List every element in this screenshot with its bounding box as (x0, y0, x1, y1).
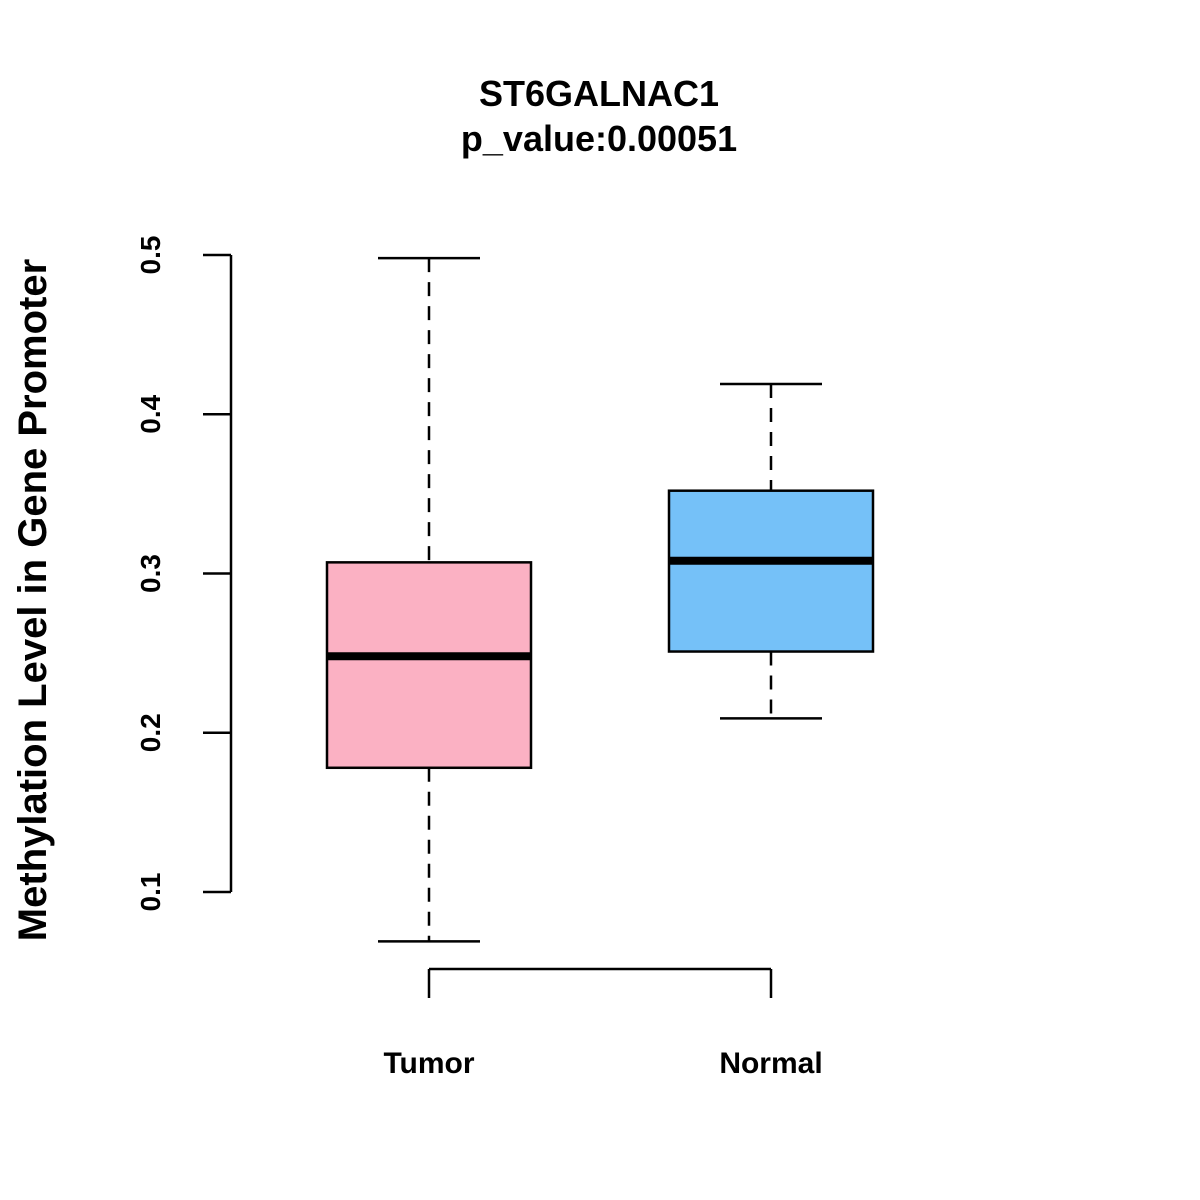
y-tick-label: 0.5 (135, 236, 166, 275)
box-iqr (325, 561, 533, 770)
y-axis: 0.1 0.2 0.3 0.4 0.5 (135, 236, 233, 912)
boxes (325, 256, 875, 943)
chart-subtitle: p_value:0.00051 (461, 118, 737, 159)
box-tumor (325, 256, 533, 943)
x-tick-label: Normal (719, 1047, 822, 1080)
box-normal (667, 382, 875, 720)
y-axis-label: Methylation Level in Gene Promoter (11, 259, 55, 941)
y-tick-label: 0.4 (135, 394, 166, 433)
y-tick-label: 0.1 (135, 873, 166, 912)
y-tick-label: 0.3 (135, 554, 166, 593)
x-tick-label: Tumor (383, 1047, 474, 1080)
y-tick-label: 0.2 (135, 713, 166, 752)
chart-title: ST6GALNAC1 (479, 73, 719, 114)
box-iqr (667, 489, 875, 653)
x-axis: Tumor Normal (383, 967, 823, 1080)
